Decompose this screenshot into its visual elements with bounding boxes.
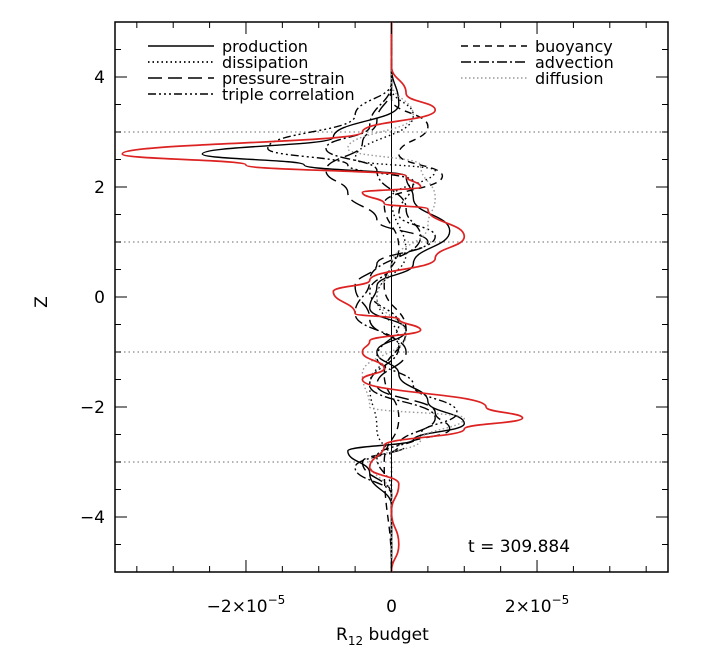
series-line-advection: [325, 21, 436, 572]
legend-label-dissipation: dissipation: [222, 53, 308, 72]
legend-label-production: production: [222, 37, 308, 56]
series-line-total: [121, 21, 524, 573]
series-line-production: [201, 21, 466, 572]
x-axis-label-main: R: [336, 625, 348, 645]
series-line-buoyancy: [383, 21, 444, 573]
y-tick-label: 2: [94, 178, 105, 198]
series-line-triple-correlation: [267, 21, 458, 572]
series-layer: [121, 21, 524, 573]
x-tick-label: 2×10−5: [505, 593, 569, 617]
axis-ticks: [115, 21, 668, 573]
series-line-dissipation: [354, 21, 436, 572]
legend-label-diffusion: diffusion: [535, 69, 603, 88]
legend-label-advection: advection: [535, 53, 614, 72]
plot-area: [114, 21, 669, 573]
legend-label-buoyancy: buoyancy: [535, 37, 613, 56]
y-tick-label: 0: [94, 288, 105, 308]
y-tick-label: −4: [80, 508, 105, 528]
x-axis-label: R12 budget: [336, 625, 429, 648]
time-annotation: t = 309.884: [468, 537, 570, 557]
y-tick-label: −2: [80, 398, 105, 418]
x-axis-label-rest: budget: [363, 625, 429, 645]
tick-labels: −4 −2 0 2 4 −2×10−5 0 2×10−5: [80, 68, 569, 617]
x-axis-label-subscript: 12: [348, 634, 363, 648]
x-tick-label: 0: [386, 597, 397, 617]
series-line-diffusion: [347, 21, 466, 572]
y-axis-label: Z: [32, 296, 52, 308]
legend: production dissipation pressure–strain t…: [148, 37, 614, 104]
legend-label-pressure-strain: pressure–strain: [222, 69, 345, 88]
x-tick-label: −2×10−5: [207, 593, 286, 617]
legend-label-triple-correlation: triple correlation: [222, 85, 355, 104]
y-tick-label: 4: [94, 68, 105, 88]
